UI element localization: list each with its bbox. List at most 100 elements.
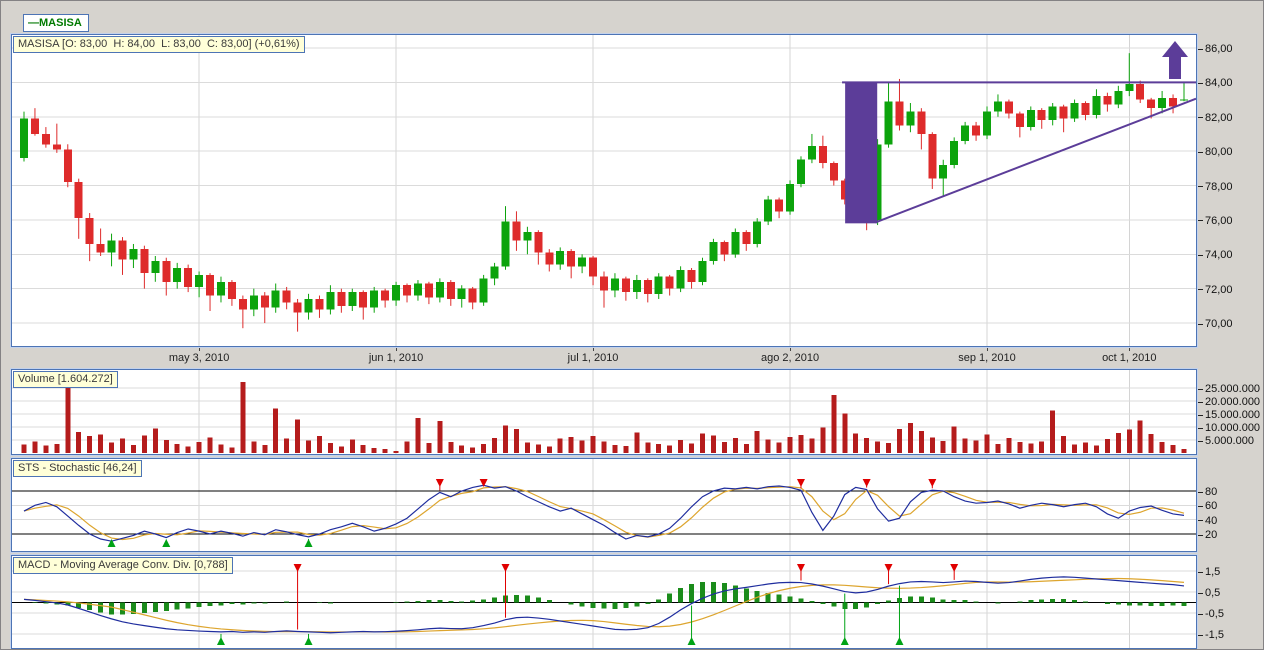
- macd-histogram-bar: [1017, 601, 1023, 603]
- candle-body: [665, 276, 674, 289]
- candle-body: [993, 101, 1002, 112]
- candle-body: [118, 240, 127, 260]
- volume-bar: [557, 438, 563, 453]
- macd-histogram-bar: [513, 594, 519, 603]
- sell-signal-icon: [435, 479, 444, 487]
- series-legend[interactable]: —MASISA: [23, 14, 89, 32]
- candle-body: [52, 144, 61, 150]
- macd-histogram-bar: [951, 599, 957, 603]
- candle-body: [271, 290, 280, 308]
- axis-tick-label: 76,00: [1198, 215, 1233, 227]
- macd-histogram-bar: [240, 602, 246, 605]
- axis-tick-label: 1,5: [1198, 566, 1220, 578]
- volume-bar: [152, 428, 158, 453]
- candle-body: [1180, 99, 1188, 101]
- volume-bar: [1104, 438, 1110, 453]
- candle-body: [928, 133, 937, 179]
- macd-histogram-bar: [1159, 602, 1165, 606]
- candle-body: [600, 276, 608, 291]
- volume-bar: [284, 438, 290, 453]
- volume-bar: [776, 442, 782, 453]
- volume-bar: [1170, 445, 1176, 453]
- candle-body: [479, 278, 488, 303]
- macd-panel: MACD - Moving Average Conv. Div. [0,788]: [11, 555, 1197, 649]
- candle-body: [720, 242, 729, 255]
- macd-histogram-bar: [601, 602, 607, 609]
- candle-body: [983, 111, 992, 136]
- candle-body: [1136, 84, 1145, 100]
- candle-body: [545, 252, 554, 265]
- macd-histogram-bar: [1137, 602, 1143, 606]
- candle-body: [1004, 101, 1013, 114]
- volume-bar: [1050, 410, 1056, 453]
- macd-histogram-bar: [1061, 599, 1067, 603]
- candle-body: [796, 159, 805, 184]
- macd-histogram-bar: [907, 596, 913, 603]
- volume-label: Volume [1.604.272]: [13, 371, 118, 388]
- macd-histogram-bar: [1028, 600, 1034, 603]
- candle-body: [654, 276, 663, 294]
- candle-body: [1037, 109, 1046, 121]
- candle-body: [63, 149, 72, 183]
- consolidation-rectangle-annotation: [845, 81, 878, 224]
- macd-histogram-bar: [130, 602, 136, 615]
- candle-body: [906, 111, 915, 126]
- volume-bar: [229, 447, 235, 453]
- sell-signal-icon: [950, 564, 959, 572]
- volume-bar: [601, 441, 607, 453]
- price-candlestick-chart[interactable]: [12, 35, 1196, 346]
- macd-histogram-bar: [699, 582, 705, 603]
- candle-body: [1125, 84, 1134, 91]
- candle-body: [359, 292, 368, 308]
- candle-body: [698, 261, 707, 282]
- stochastic-k-line: [23, 484, 1185, 542]
- sell-signal-icon: [796, 564, 805, 572]
- volume-bar: [316, 436, 322, 453]
- volume-bar-chart[interactable]: [12, 370, 1196, 454]
- candle-body: [446, 281, 455, 299]
- buy-signal-icon: [895, 637, 904, 645]
- buy-signal-icon: [687, 637, 696, 645]
- volume-bar: [1093, 445, 1099, 453]
- volume-bar: [896, 429, 902, 453]
- volume-bar: [196, 442, 202, 453]
- macd-histogram-bar: [831, 602, 837, 607]
- candle-body: [807, 145, 816, 160]
- candle-body: [1147, 99, 1156, 109]
- macd-histogram-bar: [743, 588, 749, 603]
- volume-bar: [1006, 437, 1012, 453]
- volume-bar: [535, 444, 541, 453]
- macd-histogram-bar: [1181, 602, 1187, 607]
- axis-tick-label: -1,5: [1198, 629, 1224, 641]
- candle-body: [1026, 109, 1035, 128]
- macd-histogram-bar: [1039, 599, 1045, 603]
- sell-signal-icon: [293, 564, 302, 572]
- buy-signal-icon: [162, 539, 171, 547]
- volume-bar: [1039, 441, 1045, 453]
- volume-bar: [338, 446, 344, 453]
- macd-histogram-bar: [32, 602, 38, 604]
- candle-body: [567, 250, 576, 267]
- volume-bar: [1072, 444, 1078, 453]
- volume-bar: [393, 450, 399, 453]
- candle-body: [731, 231, 740, 255]
- macd-histogram-bar: [973, 601, 979, 603]
- axis-tick-label: 0,5: [1198, 587, 1220, 599]
- macd-histogram-bar: [393, 601, 399, 603]
- candle-body: [85, 218, 94, 244]
- volume-bar: [1083, 442, 1089, 453]
- macd-histogram-bar: [1050, 599, 1056, 603]
- stochastic-line-chart[interactable]: [12, 459, 1196, 551]
- macd-histogram-bar: [886, 600, 892, 603]
- macd-histogram-bar: [76, 602, 82, 608]
- date-tick: [199, 348, 201, 351]
- axis-tick-label: -0,5: [1198, 608, 1224, 620]
- volume-bar: [524, 442, 530, 453]
- macd-histogram-bar: [1104, 602, 1110, 604]
- volume-bar: [1126, 429, 1132, 453]
- candle-body: [173, 268, 182, 282]
- candle-body: [829, 163, 838, 181]
- candle-body: [184, 268, 193, 287]
- candle-body: [129, 249, 138, 260]
